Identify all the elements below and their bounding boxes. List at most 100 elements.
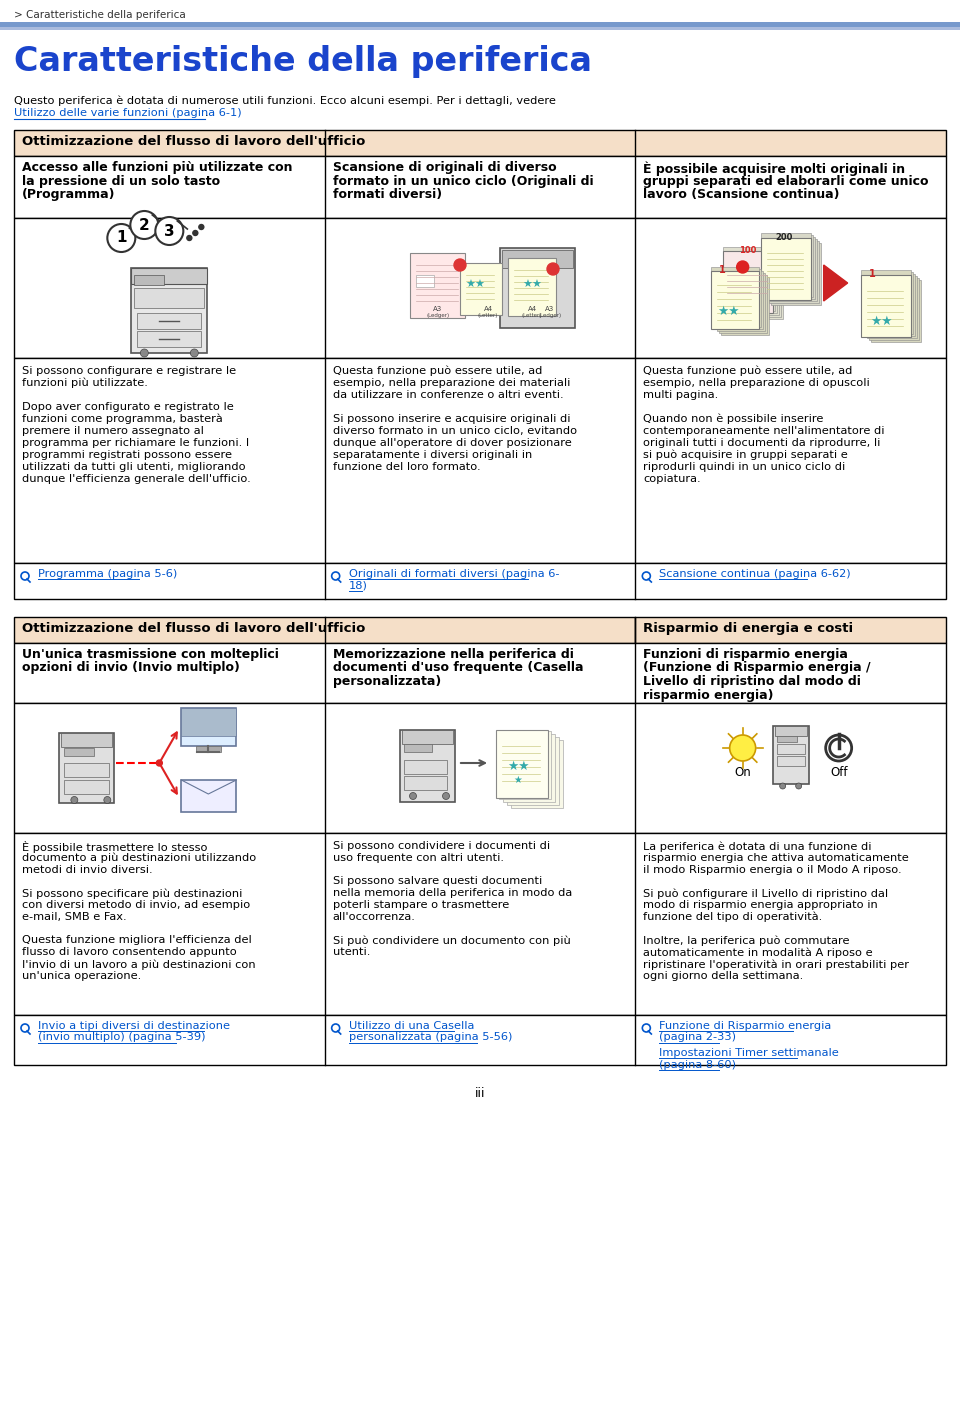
Text: dunque l'efficienza generale dell'ufficio.: dunque l'efficienza generale dell'uffici… bbox=[22, 474, 251, 484]
Text: Questa funzione può essere utile, ad: Questa funzione può essere utile, ad bbox=[333, 366, 542, 377]
Text: 3: 3 bbox=[164, 224, 175, 238]
Bar bbox=[773, 726, 808, 784]
Bar bbox=[777, 756, 804, 766]
Text: nella memoria della periferica in modo da: nella memoria della periferica in modo d… bbox=[333, 888, 572, 898]
Bar bbox=[404, 744, 432, 752]
Text: A3: A3 bbox=[433, 306, 443, 312]
Text: gruppi separati ed elaborarli come unico: gruppi separati ed elaborarli come unico bbox=[643, 174, 929, 187]
Text: On: On bbox=[734, 766, 751, 778]
Bar bbox=[14, 703, 946, 832]
Text: 18): 18) bbox=[348, 580, 368, 590]
Bar bbox=[416, 275, 434, 286]
Circle shape bbox=[193, 231, 198, 235]
Bar bbox=[134, 275, 164, 285]
Circle shape bbox=[736, 261, 749, 274]
Text: Ottimizzazione del flusso di lavoro dell'ufficio: Ottimizzazione del flusso di lavoro dell… bbox=[22, 135, 366, 147]
Bar bbox=[14, 563, 946, 598]
Bar bbox=[460, 262, 502, 315]
Text: Questo periferica è dotata di numerose utili funzioni. Ecco alcuni esempi. Per i: Questo periferica è dotata di numerose u… bbox=[14, 96, 560, 106]
Bar bbox=[727, 251, 777, 313]
Text: Si possono condividere i documenti di: Si possono condividere i documenti di bbox=[333, 841, 550, 851]
Text: funzioni più utilizzate.: funzioni più utilizzate. bbox=[22, 379, 148, 389]
Bar bbox=[511, 740, 563, 808]
Circle shape bbox=[131, 211, 158, 240]
Text: programmi registrati possono essere: programmi registrati possono essere bbox=[22, 450, 232, 459]
Circle shape bbox=[730, 735, 756, 761]
Bar bbox=[717, 274, 765, 330]
Text: > Caratteristiche della periferica: > Caratteristiche della periferica bbox=[14, 10, 185, 20]
Text: Quando non è possibile inserire: Quando non è possibile inserire bbox=[643, 414, 824, 424]
Bar bbox=[721, 277, 769, 335]
Text: modo di risparmio energia appropriato in: modo di risparmio energia appropriato in bbox=[643, 900, 878, 910]
Text: formati diversi): formati diversi) bbox=[333, 189, 442, 201]
Bar bbox=[14, 218, 946, 357]
Circle shape bbox=[547, 262, 559, 275]
Text: Livello di ripristino dal modo di: Livello di ripristino dal modo di bbox=[643, 675, 861, 688]
Bar bbox=[0, 27, 960, 30]
Circle shape bbox=[108, 224, 135, 252]
Bar bbox=[710, 271, 758, 329]
Text: ★★: ★★ bbox=[465, 279, 485, 291]
Text: Si può condividere un documento con più: Si può condividere un documento con più bbox=[333, 936, 570, 946]
Bar bbox=[771, 242, 821, 305]
Text: Funzioni di risparmio energia: Funzioni di risparmio energia bbox=[643, 648, 849, 661]
Bar bbox=[181, 708, 236, 736]
Circle shape bbox=[187, 235, 192, 241]
Text: il modo Risparmio energia o il Modo A riposo.: il modo Risparmio energia o il Modo A ri… bbox=[643, 865, 902, 875]
Text: ogni giorno della settimana.: ogni giorno della settimana. bbox=[643, 971, 804, 981]
Bar bbox=[762, 235, 813, 296]
Text: È possibile trasmettere lo stesso: È possibile trasmettere lo stesso bbox=[22, 841, 207, 854]
Text: Si può configurare il Livello di ripristino dal: Si può configurare il Livello di riprist… bbox=[643, 888, 888, 899]
Bar bbox=[0, 23, 960, 27]
Text: 100: 100 bbox=[738, 245, 756, 255]
Text: riprodurli quindi in un unico ciclo di: riprodurli quindi in un unico ciclo di bbox=[643, 462, 846, 472]
Text: (Letter): (Letter) bbox=[522, 313, 542, 318]
Bar bbox=[861, 275, 911, 337]
Text: da utilizzare in conferenze o altri eventi.: da utilizzare in conferenze o altri even… bbox=[333, 390, 564, 400]
Bar bbox=[64, 780, 109, 794]
Text: Memorizzazione nella periferica di: Memorizzazione nella periferica di bbox=[333, 648, 573, 661]
Text: 200: 200 bbox=[776, 233, 793, 242]
Polygon shape bbox=[824, 265, 848, 301]
Circle shape bbox=[104, 797, 110, 804]
Text: all'occorrenza.: all'occorrenza. bbox=[333, 912, 416, 922]
Circle shape bbox=[443, 793, 449, 800]
Bar bbox=[197, 746, 222, 752]
Bar bbox=[502, 250, 573, 268]
Text: utenti.: utenti. bbox=[333, 947, 370, 957]
Text: ★★: ★★ bbox=[522, 279, 542, 291]
Bar bbox=[181, 708, 236, 746]
Text: Caratteristiche della periferica: Caratteristiche della periferica bbox=[14, 45, 592, 78]
Bar bbox=[635, 617, 946, 642]
Bar bbox=[769, 241, 819, 303]
Bar bbox=[714, 271, 762, 329]
Circle shape bbox=[796, 783, 802, 788]
Text: utilizzati da tutti gli utenti, migliorando: utilizzati da tutti gli utenti, migliora… bbox=[22, 462, 246, 472]
Bar bbox=[500, 248, 575, 328]
Text: formato in un unico ciclo (Originali di: formato in un unico ciclo (Originali di bbox=[333, 174, 593, 187]
Text: (Ledger): (Ledger) bbox=[426, 313, 449, 318]
Text: ★: ★ bbox=[514, 776, 522, 786]
Circle shape bbox=[199, 224, 204, 230]
Text: A4: A4 bbox=[527, 306, 537, 312]
Text: diverso formato in un unico ciclo, evitando: diverso formato in un unico ciclo, evita… bbox=[333, 425, 577, 435]
Bar bbox=[496, 730, 548, 798]
Text: multi pagina.: multi pagina. bbox=[643, 390, 719, 400]
Bar bbox=[400, 730, 455, 803]
Bar bbox=[14, 130, 946, 156]
Text: La periferica è dotata di una funzione di: La periferica è dotata di una funzione d… bbox=[643, 841, 872, 851]
Text: 1: 1 bbox=[869, 269, 876, 279]
Text: esempio, nella preparazione di opuscoli: esempio, nella preparazione di opuscoli bbox=[643, 379, 870, 389]
Text: Utilizzo delle varie funzioni (pagina 6-1): Utilizzo delle varie funzioni (pagina 6-… bbox=[14, 108, 242, 118]
Text: originali tutti i documenti da riprodurre, li: originali tutti i documenti da riprodurr… bbox=[643, 438, 880, 448]
Text: Scansione continua (pagina 6-62): Scansione continua (pagina 6-62) bbox=[660, 569, 851, 579]
Text: documenti d'uso frequente (Casella: documenti d'uso frequente (Casella bbox=[333, 662, 583, 675]
Text: esempio, nella preparazione dei materiali: esempio, nella preparazione dei material… bbox=[333, 379, 570, 389]
Text: 1: 1 bbox=[116, 231, 127, 245]
Text: Funzione di Risparmio energia: Funzione di Risparmio energia bbox=[660, 1021, 831, 1031]
Circle shape bbox=[454, 259, 466, 271]
Text: funzione del tipo di operatività.: funzione del tipo di operatività. bbox=[643, 912, 823, 922]
Text: Risparmio di energia e costi: Risparmio di energia e costi bbox=[643, 623, 853, 635]
Circle shape bbox=[780, 783, 785, 788]
Bar bbox=[725, 250, 775, 311]
